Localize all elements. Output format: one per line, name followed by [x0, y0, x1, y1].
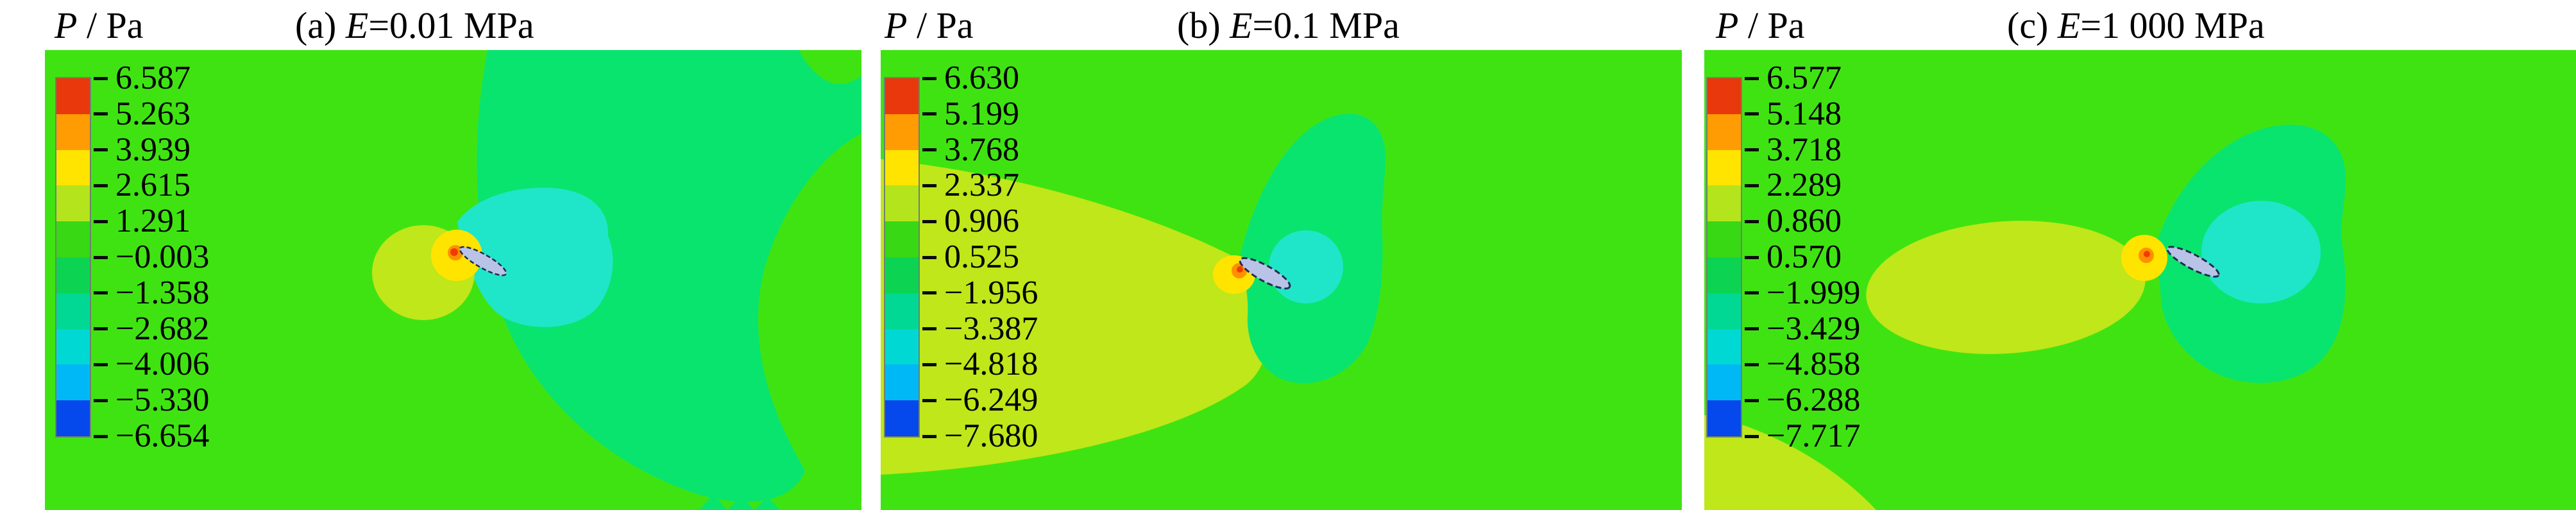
sawtooth-notch	[699, 494, 780, 510]
panel-c-header: P / Pa (c) E=1 000 MPa	[1704, 0, 2576, 50]
pressure-symbol: P	[885, 4, 908, 46]
panel-a-title: (a) E=0.01 MPa	[295, 4, 534, 47]
strong-suction-blob	[1269, 230, 1343, 303]
contour-field-b	[881, 50, 1682, 510]
panel-c-title: (c) E=1 000 MPa	[2007, 4, 2265, 47]
panel-b-plot: 6.630 5.199 3.768 2.337 0.906 0.525 −1.956 −3.3…	[881, 50, 1682, 510]
foil-body	[2166, 246, 2220, 278]
contour-field-a	[45, 50, 861, 510]
panel-a-label: (a)	[295, 4, 346, 46]
compression-corner-blob	[1704, 415, 1876, 510]
panel-c-plot: 6.577 5.148 3.718 2.289 0.860 0.570 −1.999 −3.4…	[1704, 50, 2576, 510]
pressure-unit: / Pa	[77, 4, 144, 46]
colorbar-title: P / Pa	[1716, 4, 1805, 47]
compression-region-blob	[1866, 221, 2146, 354]
peak-pressure-core	[2144, 251, 2150, 257]
colorbar-title: P / Pa	[55, 4, 144, 47]
modulus-symbol: E	[2057, 4, 2081, 46]
foil-body	[459, 246, 507, 276]
peak-pressure-core	[1237, 266, 1243, 273]
modulus-symbol: E	[1230, 4, 1253, 46]
pressure-symbol: P	[55, 4, 78, 46]
panel-b-label: (b)	[1177, 4, 1230, 46]
panel-c-value: =1 000 MPa	[2080, 4, 2265, 46]
panel-c-label: (c)	[2007, 4, 2058, 46]
panel-b-header: P / Pa (b) E=0.1 MPa	[881, 0, 1682, 50]
pressure-unit: / Pa	[1738, 4, 1805, 46]
panel-b-title: (b) E=0.1 MPa	[1177, 4, 1400, 47]
strong-suction-blob	[2201, 201, 2321, 303]
modulus-symbol: E	[345, 4, 369, 46]
suction-region-blob	[477, 50, 861, 502]
colorbar-title: P / Pa	[885, 4, 974, 47]
pressure-unit: / Pa	[907, 4, 974, 46]
peak-pressure-core	[450, 248, 458, 256]
compression-region-blob	[881, 159, 1269, 475]
contour-field-c	[1704, 50, 2576, 510]
pressure-symbol: P	[1716, 4, 1739, 46]
foil-body	[1239, 257, 1291, 290]
panel-a-plot: 6.587 5.263 3.939 2.615 1.291 −0.003 −1.358 −2.…	[45, 50, 861, 510]
panel-c: P / Pa (c) E=1 000 MPa 6.577 5.148 3.718 2.…	[1704, 0, 2576, 510]
strong-suction-blob	[457, 187, 613, 327]
panel-a-value: =0.01 MPa	[368, 4, 534, 46]
panel-a: P / Pa (a) E=0.01 MPa 6.587 5.263 3.939 2.6…	[0, 0, 861, 510]
panel-a-header: P / Pa (a) E=0.01 MPa	[0, 0, 861, 50]
panel-b-value: =0.1 MPa	[1252, 4, 1400, 46]
panel-b: P / Pa (b) E=0.1 MPa 6.630 5.199 3.768 2.33…	[881, 0, 1682, 510]
